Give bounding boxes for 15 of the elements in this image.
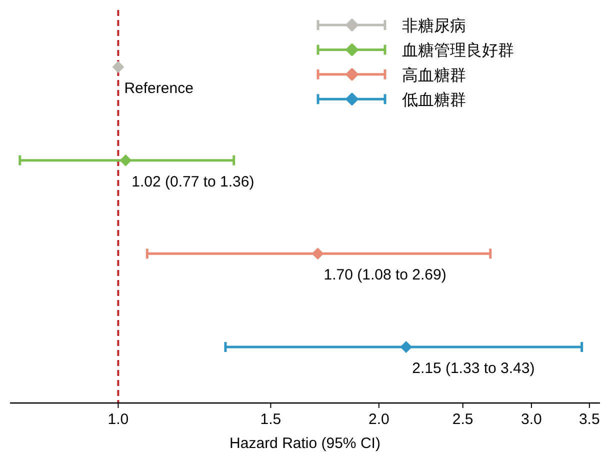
legend-label: 非糖尿病 bbox=[402, 17, 466, 35]
x-tick-label: 3.0 bbox=[520, 411, 542, 428]
data-label: 1.02 (0.77 to 1.36) bbox=[132, 173, 254, 190]
legend-label: 低血糖群 bbox=[402, 91, 466, 110]
x-tick-label: 2.5 bbox=[452, 411, 474, 428]
legend-label: 高血糖群 bbox=[402, 66, 466, 84]
x-axis-title: Hazard Ratio (95% CI) bbox=[230, 435, 380, 452]
x-tick-label: 1.5 bbox=[260, 411, 282, 428]
x-tick-label: 3.5 bbox=[578, 411, 600, 428]
data-label: 1.70 (1.08 to 2.69) bbox=[324, 266, 446, 284]
x-tick-label: 1.0 bbox=[108, 411, 129, 428]
data-label: 2.15 (1.33 to 3.43) bbox=[412, 360, 535, 377]
data-label: Reference bbox=[124, 80, 194, 97]
x-tick-label: 2.0 bbox=[368, 411, 390, 428]
legend-label: 血糖管理良好群 bbox=[402, 42, 514, 60]
